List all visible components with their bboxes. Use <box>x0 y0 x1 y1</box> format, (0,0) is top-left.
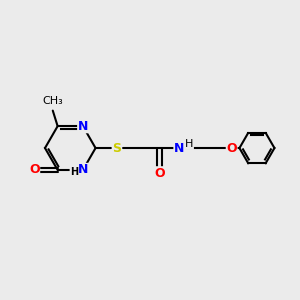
Text: S: S <box>112 142 122 154</box>
Text: N: N <box>78 120 88 133</box>
Text: O: O <box>29 164 40 176</box>
Text: N: N <box>78 164 88 176</box>
Text: H: H <box>70 167 78 177</box>
Text: N: N <box>174 142 184 154</box>
Text: O: O <box>226 142 237 154</box>
Text: H: H <box>185 139 194 149</box>
Text: CH₃: CH₃ <box>42 96 63 106</box>
Text: O: O <box>154 167 165 180</box>
